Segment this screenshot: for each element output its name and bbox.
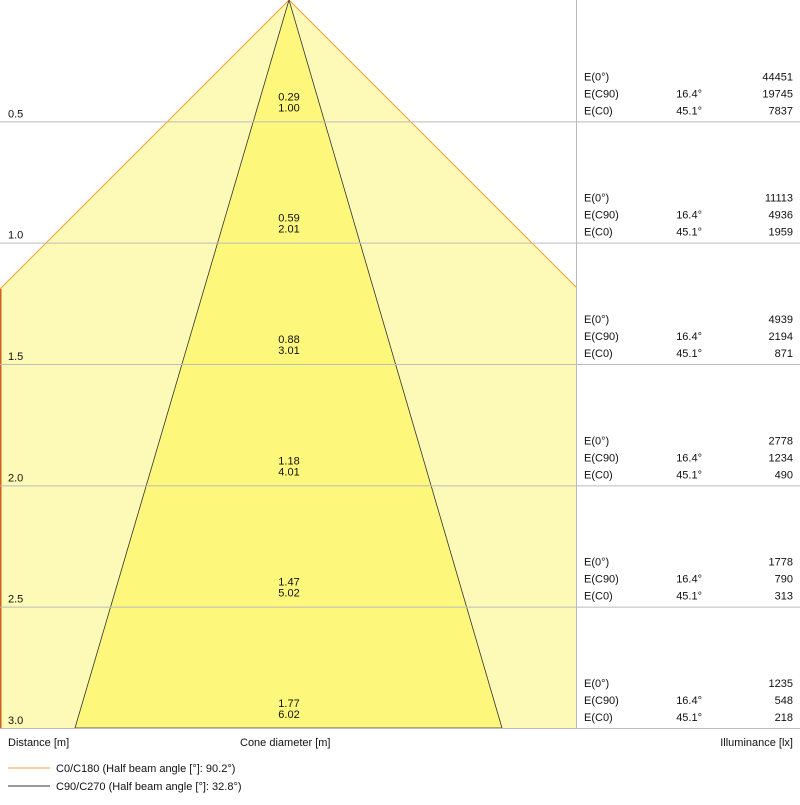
illuminance-label: E(C90) [584,695,619,707]
illuminance-value: 19745 [762,88,793,100]
illuminance-value: 218 [775,712,793,724]
distance-label: 1.5 [8,351,23,363]
illuminance-label: E(C90) [584,88,619,100]
c0-diameter: 1.77 [278,698,299,710]
c0-diameter: 1.47 [278,577,299,589]
c90-diameter: 6.02 [278,709,299,721]
illuminance-angle: 45.1° [676,712,702,724]
illuminance-axis-label: Illuminance [lx] [720,737,793,749]
illuminance-angle: 45.1° [676,348,702,360]
illuminance-label: E(C90) [584,452,619,464]
illuminance-angle: 45.1° [676,469,702,481]
illuminance-angle: 16.4° [676,452,702,464]
illuminance-angle: 16.4° [676,695,702,707]
c90-diameter: 2.01 [278,224,299,236]
illuminance-value: 548 [775,695,793,707]
illuminance-label: E(C90) [584,574,619,586]
illuminance-label: E(C0) [584,227,613,239]
illuminance-label: E(0°) [584,314,609,326]
distance-label: 2.0 [8,472,23,484]
c0-diameter: 0.59 [278,213,299,225]
illuminance-label: E(C0) [584,105,613,117]
illuminance-label: E(0°) [584,71,609,83]
distance-label: 0.5 [8,108,23,120]
c90-diameter: 4.01 [278,466,299,478]
diameter-axis-label: Cone diameter [m] [240,737,330,749]
illuminance-label: E(0°) [584,193,609,205]
illuminance-label: E(C0) [584,591,613,603]
illuminance-angle: 45.1° [676,105,702,117]
illuminance-label: E(0°) [584,435,609,447]
illuminance-angle: 16.4° [676,331,702,343]
illuminance-label: E(0°) [584,678,609,690]
c0-diameter: 0.29 [278,91,299,103]
illuminance-value: 1778 [769,557,793,569]
illuminance-angle: 16.4° [676,574,702,586]
c0-diameter: 1.18 [278,455,299,467]
distance-label: 2.5 [8,594,23,606]
illuminance-value: 871 [775,348,793,360]
illuminance-angle: 45.1° [676,591,702,603]
c0-diameter: 0.88 [278,334,299,346]
distance-axis-label: Distance [m] [8,737,69,749]
illuminance-value: 4939 [769,314,793,326]
illuminance-value: 490 [775,469,793,481]
illuminance-value: 313 [775,591,793,603]
illuminance-angle: 16.4° [676,210,702,222]
distance-label: 1.0 [8,230,23,242]
legend-label: C90/C270 (Half beam angle [°]: 32.8°) [56,781,242,793]
illuminance-value: 44451 [762,71,793,83]
legend-label: C0/C180 (Half beam angle [°]: 90.2°) [56,763,235,775]
c90-diameter: 3.01 [278,345,299,357]
illuminance-label: E(C0) [584,712,613,724]
wide-cone-outline [0,0,577,290]
illuminance-label: E(C90) [584,331,619,343]
illuminance-value: 1959 [769,227,793,239]
c90-diameter: 5.02 [278,588,299,600]
illuminance-value: 790 [775,574,793,586]
illuminance-value: 7837 [769,105,793,117]
illuminance-label: E(C90) [584,210,619,222]
illuminance-value: 11113 [765,193,793,205]
c90-diameter: 1.00 [278,102,299,114]
illuminance-value: 1234 [769,452,793,464]
illuminance-value: 4936 [769,210,793,222]
distance-label: 3.0 [8,715,23,727]
illuminance-label: E(0°) [584,557,609,569]
illuminance-angle: 16.4° [676,88,702,100]
illuminance-label: E(C0) [584,348,613,360]
illuminance-angle: 45.1° [676,227,702,239]
illuminance-value: 2778 [769,435,793,447]
illuminance-value: 1235 [769,678,793,690]
illuminance-label: E(C0) [584,469,613,481]
illuminance-value: 2194 [769,331,793,343]
